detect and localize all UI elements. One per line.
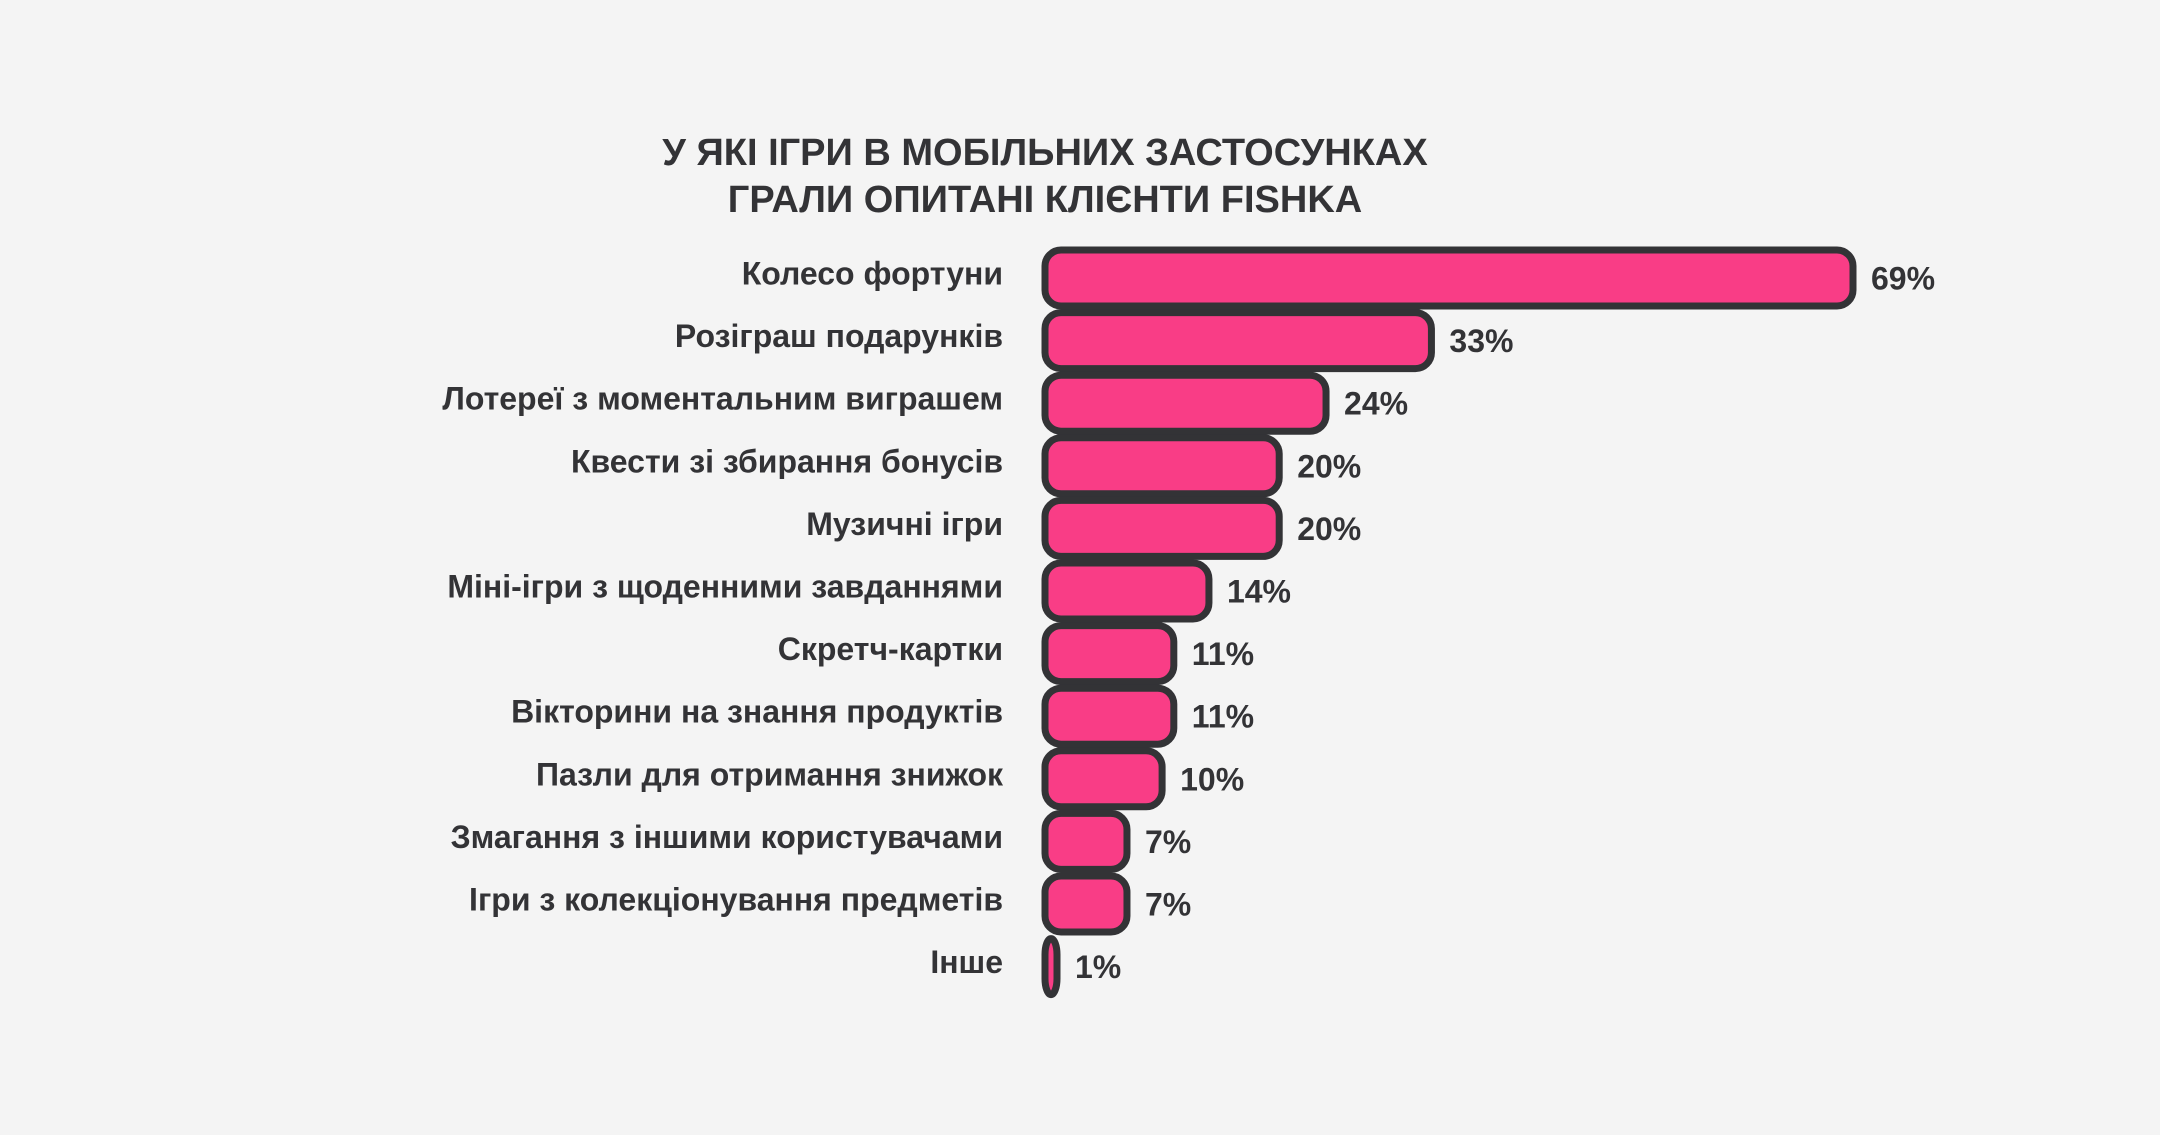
bar-11 [1041,935,1061,999]
category-label-4: Музичні ігри [806,506,1003,542]
value-label-1: 33% [1449,323,1513,359]
bar-4 [1041,496,1283,560]
category-label-9: Змагання з іншими користувачами [451,819,1003,855]
bar-7 [1041,684,1178,748]
category-label-5: Міні-ігри з щоденними завданнями [447,568,1003,604]
category-label-3: Квести зі збирання бонусів [571,443,1003,479]
bar-9 [1041,809,1131,873]
category-label-1: Розіграш подарунків [675,318,1003,354]
bar-1 [1041,309,1435,373]
bar-10 [1041,872,1131,936]
value-label-3: 20% [1297,448,1361,484]
category-label-0: Колесо фортуни [742,255,1003,291]
bar-6 [1041,622,1178,686]
value-label-5: 14% [1227,573,1291,609]
value-label-4: 20% [1297,511,1361,547]
category-label-7: Вікторини на знання продуктів [511,694,1003,730]
bar-0 [1041,246,1857,310]
value-label-2: 24% [1344,386,1408,422]
bar-5 [1041,559,1213,623]
bar-8 [1041,747,1166,811]
value-label-8: 10% [1180,761,1244,797]
bars-group: Колесо фортуни 69% Розіграш подарунків 33% Л… [442,246,1935,999]
bar-3 [1041,434,1283,498]
category-label-10: Ігри з колекціонування предметів [469,881,1003,917]
chart-title-line-1: У ЯКІ ІГРИ В МОБІЛЬНИХ ЗАСТОСУНКАХ [662,132,1428,174]
category-label-8: Пазли для отримання знижок [536,756,1004,792]
category-label-6: Скретч-картки [778,631,1003,667]
value-label-7: 11% [1192,699,1254,735]
bar-2 [1041,371,1330,435]
category-label-11: Інше [930,944,1003,980]
chart-title-line-2: ГРАЛИ ОПИТАНІ КЛІЄНТИ FISHKA [728,179,1362,221]
category-label-2: Лотереї з моментальним виграшем [442,381,1003,417]
value-label-0: 69% [1871,260,1935,296]
value-label-10: 7% [1145,886,1191,922]
value-label-6: 11% [1192,636,1254,672]
value-label-11: 1% [1075,949,1121,985]
chart-title: У ЯКІ ІГРИ В МОБІЛЬНИХ ЗАСТОСУНКАХ ГРАЛИ… [662,132,1428,221]
value-label-9: 7% [1145,824,1191,860]
